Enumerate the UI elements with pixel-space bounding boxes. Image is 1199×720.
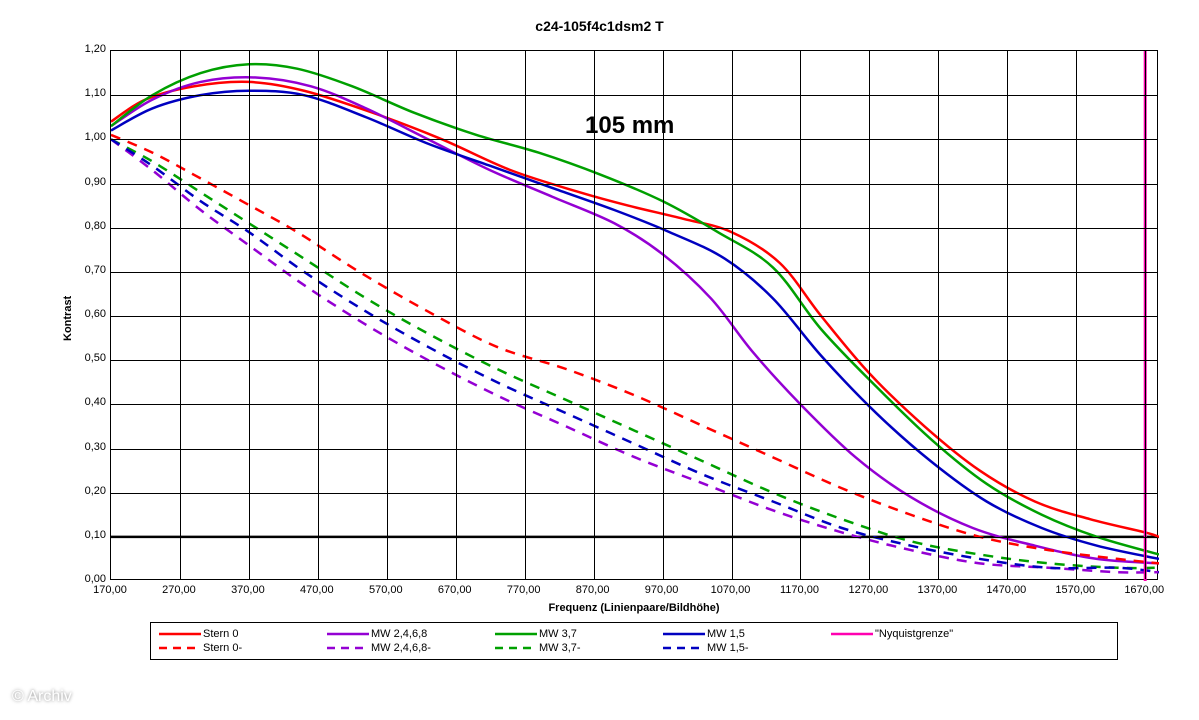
grid-line-horizontal <box>111 228 1157 229</box>
legend-label: MW 2,4,6,8- <box>371 642 431 654</box>
legend-item: Stern 0 <box>157 627 307 641</box>
grid-line-vertical <box>938 51 939 579</box>
legend-item: MW 1,5 <box>661 627 811 641</box>
x-tick-label: 1070,00 <box>701 584 761 596</box>
grid-line-horizontal <box>111 449 1157 450</box>
grid-line-vertical <box>318 51 319 579</box>
legend-swatch <box>325 641 371 655</box>
legend-item: MW 2,4,6,8- <box>325 641 475 655</box>
x-tick-label: 670,00 <box>425 584 485 596</box>
series-line <box>111 91 1159 559</box>
grid-line-horizontal <box>111 537 1157 538</box>
y-tick-label: 0,70 <box>70 264 106 276</box>
x-tick-label: 370,00 <box>218 584 278 596</box>
x-tick-label: 1370,00 <box>907 584 967 596</box>
y-tick-label: 1,00 <box>70 131 106 143</box>
legend-label: "Nyquistgrenze" <box>875 628 953 640</box>
series-line <box>111 139 1159 568</box>
grid-line-vertical <box>1076 51 1077 579</box>
legend-item: "Nyquistgrenze" <box>829 627 979 641</box>
legend-label: MW 1,5 <box>707 628 745 640</box>
y-tick-label: 1,10 <box>70 87 106 99</box>
grid-line-horizontal <box>111 95 1157 96</box>
y-tick-label: 0,30 <box>70 441 106 453</box>
legend-swatch <box>493 641 539 655</box>
legend-label: MW 1,5- <box>707 642 749 654</box>
y-tick-label: 0,10 <box>70 529 106 541</box>
legend-label: MW 3,7- <box>539 642 581 654</box>
grid-line-vertical <box>732 51 733 579</box>
grid-line-horizontal <box>111 272 1157 273</box>
x-tick-label: 1170,00 <box>769 584 829 596</box>
series-line <box>111 77 1159 563</box>
y-tick-label: 0,60 <box>70 308 106 320</box>
legend-label: Stern 0- <box>203 642 242 654</box>
focal-length-annotation: 105 mm <box>585 112 674 140</box>
series-line <box>111 135 1159 563</box>
y-tick-label: 0,20 <box>70 485 106 497</box>
grid-line-horizontal <box>111 404 1157 405</box>
series-line <box>111 82 1159 537</box>
grid-line-vertical <box>1145 51 1146 579</box>
legend-label: MW 2,4,6,8 <box>371 628 427 640</box>
legend-swatch <box>661 627 707 641</box>
legend-swatch <box>157 627 203 641</box>
legend-label: MW 3,7 <box>539 628 577 640</box>
grid-line-horizontal <box>111 184 1157 185</box>
x-tick-label: 870,00 <box>563 584 623 596</box>
legend-item: MW 3,7- <box>493 641 643 655</box>
chart-area: Kontrast 105 mm 0,000,100,200,300,400,50… <box>62 42 1169 682</box>
legend-swatch <box>157 641 203 655</box>
legend-swatch <box>661 641 707 655</box>
grid-line-vertical <box>387 51 388 579</box>
legend-item: MW 3,7 <box>493 627 643 641</box>
x-tick-label: 1270,00 <box>838 584 898 596</box>
legend-item: MW 2,4,6,8 <box>325 627 475 641</box>
x-tick-label: 470,00 <box>287 584 347 596</box>
x-tick-label: 170,00 <box>80 584 140 596</box>
grid-line-horizontal <box>111 316 1157 317</box>
plot-area: 105 mm <box>110 50 1158 580</box>
y-tick-label: 0,40 <box>70 396 106 408</box>
legend-item: Stern 0- <box>157 641 307 655</box>
series-line <box>111 139 1159 572</box>
x-tick-label: 1670,00 <box>1114 584 1174 596</box>
legend-swatch <box>829 627 875 641</box>
x-tick-label: 1570,00 <box>1045 584 1105 596</box>
series-line <box>111 139 1159 572</box>
legend-item: MW 1,5- <box>661 641 811 655</box>
grid-line-vertical <box>1007 51 1008 579</box>
legend-label: Stern 0 <box>203 628 238 640</box>
x-tick-label: 570,00 <box>356 584 416 596</box>
x-tick-label: 270,00 <box>149 584 209 596</box>
y-tick-label: 0,90 <box>70 176 106 188</box>
chart-title: c24-105f4c1dsm2 T <box>0 0 1199 42</box>
grid-line-horizontal <box>111 360 1157 361</box>
grid-line-vertical <box>800 51 801 579</box>
y-tick-label: 1,20 <box>70 43 106 55</box>
x-axis-label: Frequenz (Linienpaare/Bildhöhe) <box>110 602 1158 614</box>
watermark: © Archiv <box>12 688 72 706</box>
x-tick-label: 1470,00 <box>976 584 1036 596</box>
x-tick-label: 970,00 <box>632 584 692 596</box>
grid-line-vertical <box>869 51 870 579</box>
y-tick-label: 0,50 <box>70 352 106 364</box>
y-tick-label: 0,80 <box>70 220 106 232</box>
grid-line-vertical <box>249 51 250 579</box>
grid-line-horizontal <box>111 493 1157 494</box>
legend-swatch <box>493 627 539 641</box>
x-tick-label: 770,00 <box>494 584 554 596</box>
grid-line-vertical <box>456 51 457 579</box>
grid-line-vertical <box>180 51 181 579</box>
chart-legend: Stern 0 MW 2,4,6,8 MW 3,7 MW 1,5 "Nyquistgre… <box>150 622 1118 660</box>
grid-line-vertical <box>525 51 526 579</box>
legend-swatch <box>325 627 371 641</box>
